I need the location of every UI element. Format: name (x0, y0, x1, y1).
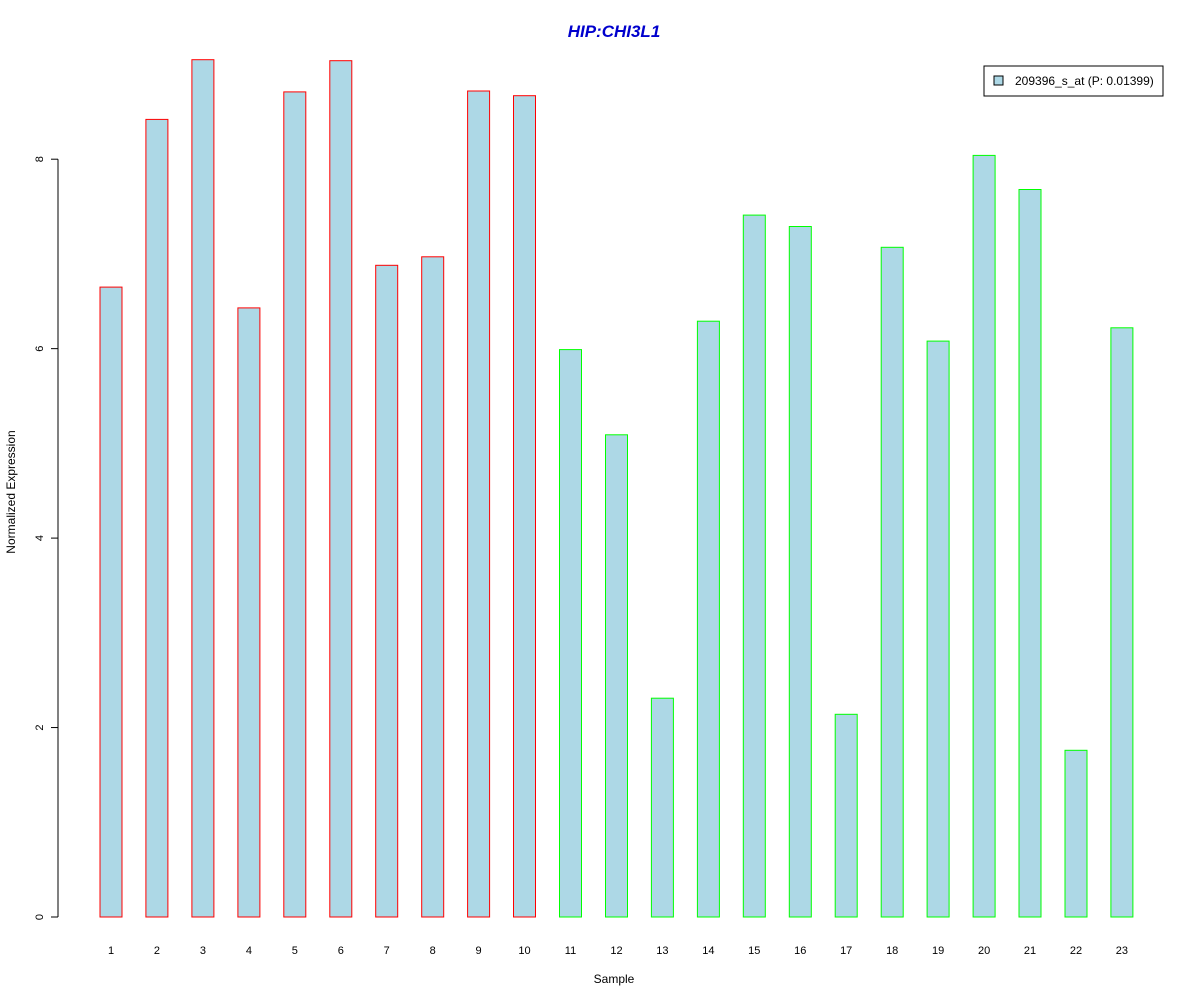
x-tick-label: 20 (978, 945, 990, 957)
bar-sample-2 (145, 118, 169, 918)
legend-box (983, 65, 1164, 97)
x-tick-label: 17 (840, 945, 852, 957)
legend-label: 209396_s_at (P: 0.01399) (1015, 74, 1154, 88)
x-tick-labels: 1 2 3 4 5 6 7 8 9 10 11 12 13 14 15 16 17 18 19 20 21 22 23 (108, 945, 1128, 957)
bar-sample-3 (191, 59, 215, 918)
y-tick-label: 2 (34, 724, 46, 730)
bar-sample-21 (1018, 189, 1042, 918)
x-tick-label: 16 (794, 945, 806, 957)
x-tick-label: 23 (1116, 945, 1128, 957)
bar-sample-20 (972, 154, 996, 918)
x-tick-label: 13 (656, 945, 668, 957)
x-tick-label: 14 (702, 945, 714, 957)
x-tick-label: 4 (246, 945, 252, 957)
legend: 209396_s_at (P: 0.01399) (983, 65, 1164, 97)
bar-sample-6 (329, 60, 353, 918)
x-tick-label: 18 (886, 945, 898, 957)
bar-sample-13 (650, 697, 674, 918)
bar-sample-10 (513, 95, 536, 918)
y-axis-label: Normalized Expression (4, 430, 18, 553)
y-tick-label: 8 (34, 156, 46, 162)
bar-sample-8 (421, 256, 445, 918)
x-tick-label: 9 (476, 945, 482, 957)
x-tick-label: 2 (154, 945, 160, 957)
x-tick-label: 5 (292, 945, 298, 957)
bar-sample-7 (375, 264, 399, 918)
x-tick-label: 8 (430, 945, 436, 957)
bar-sample-16 (788, 226, 812, 918)
bar-sample-11 (559, 349, 582, 918)
bar-sample-22 (1064, 749, 1088, 918)
x-axis-label: Sample (594, 972, 635, 986)
x-tick-label: 19 (932, 945, 944, 957)
x-tick-label: 10 (518, 945, 530, 957)
bar-sample-1 (99, 286, 123, 918)
bars (99, 59, 1134, 918)
bar-sample-12 (605, 434, 628, 918)
y-axis: 0 2 4 6 8 (34, 156, 59, 920)
chart-title: HIP:CHI3L1 (568, 22, 661, 41)
bar-sample-14 (696, 320, 720, 918)
x-tick-label: 21 (1024, 945, 1036, 957)
x-tick-label: 15 (748, 945, 760, 957)
x-tick-label: 22 (1070, 945, 1082, 957)
x-tick-label: 11 (565, 945, 576, 957)
bar-sample-9 (467, 90, 491, 918)
bar-sample-17 (834, 713, 858, 918)
bar-sample-4 (237, 307, 261, 918)
x-tick-label: 3 (200, 945, 206, 957)
y-tick-label: 0 (34, 914, 46, 920)
x-tick-label: 6 (338, 945, 344, 957)
x-tick-label: 7 (384, 945, 390, 957)
y-tick-label: 6 (34, 346, 46, 352)
y-tick-label: 4 (34, 535, 46, 541)
bar-sample-18 (880, 246, 904, 918)
bar-sample-5 (283, 91, 307, 918)
x-tick-label: 1 (108, 945, 114, 957)
bar-sample-19 (926, 340, 950, 918)
bar-sample-15 (742, 214, 766, 918)
x-tick-label: 12 (610, 945, 622, 957)
bar-sample-23 (1110, 327, 1134, 918)
legend-swatch (993, 75, 1004, 86)
